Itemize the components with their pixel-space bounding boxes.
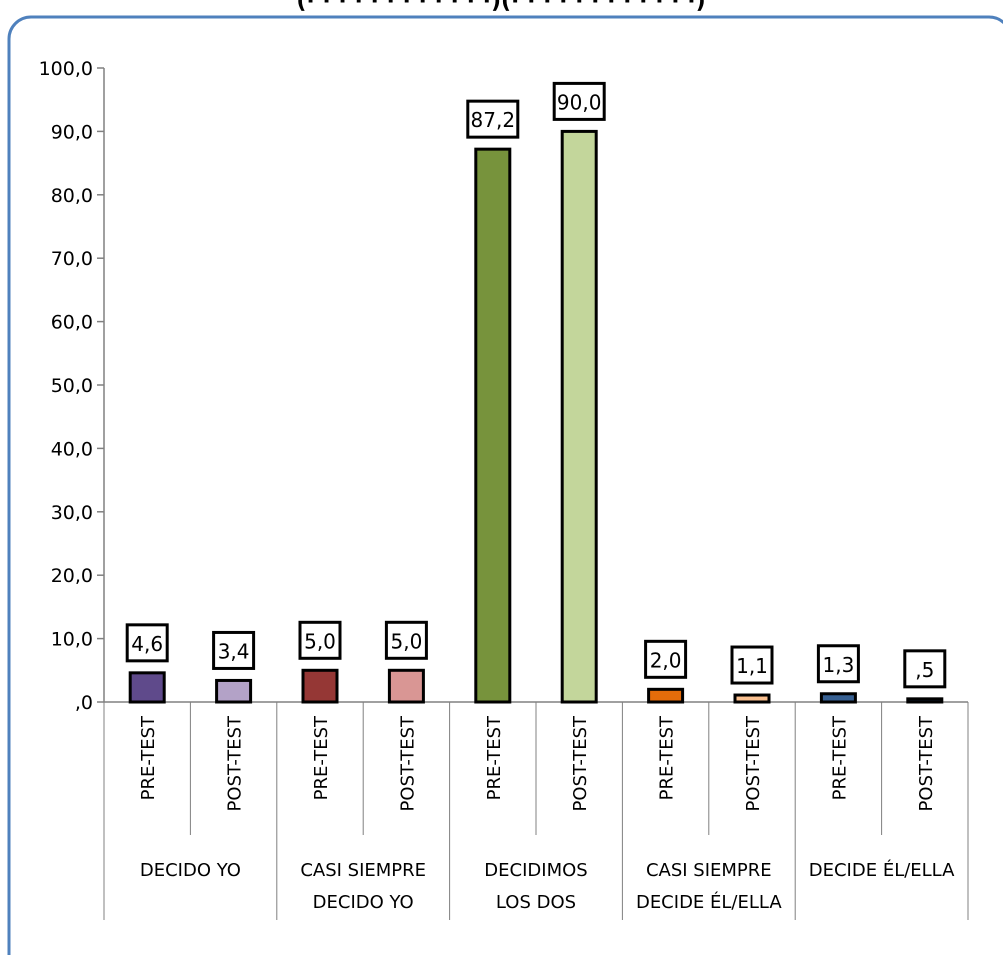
x-subcategory-label: PRE-TEST <box>138 715 159 800</box>
x-subcategory-label: PRE-TEST <box>657 715 678 800</box>
data-label-box <box>730 645 774 685</box>
y-tick-label: 10,0 <box>51 629 93 651</box>
x-group-label: DECIDE ÉL/ELLA <box>636 891 782 913</box>
x-subcategory-label: PRE-TEST <box>829 715 850 800</box>
x-group-label: DECIDIMOS <box>484 860 587 881</box>
x-subcategory-label: POST-TEST <box>743 715 764 811</box>
data-label-box <box>298 620 342 660</box>
x-subcategory-label: PRE-TEST <box>484 715 505 800</box>
x-group-label: CASI SIEMPRE <box>646 860 772 881</box>
data-label-box <box>816 644 860 684</box>
data-label-box <box>466 99 520 139</box>
bar-1 <box>215 678 253 704</box>
bar-0 <box>128 671 166 704</box>
data-label-box <box>903 649 947 689</box>
y-tick-label: 20,0 <box>51 565 93 587</box>
x-subcategory-label: POST-TEST <box>397 715 418 811</box>
data-labels: 4,6 3,4 5,0 5,0 87,2 90,0 2,0 1,1 1,3 ,5 <box>125 81 947 689</box>
bar-8 <box>819 692 857 704</box>
x-group-label: DECIDO YO <box>313 892 414 913</box>
y-tick-label: 40,0 <box>51 438 93 460</box>
x-subcategory-label: PRE-TEST <box>311 715 332 800</box>
bar-5 <box>560 129 598 704</box>
data-label: ,5 <box>915 658 934 682</box>
bar-3 <box>387 668 425 704</box>
data-label-box <box>644 639 688 679</box>
data-label: 4,6 <box>131 632 163 656</box>
bar-4 <box>474 147 512 704</box>
data-label: 1,3 <box>822 653 854 677</box>
y-tick-label: ,0 <box>75 692 93 714</box>
data-label: 3,4 <box>218 639 250 663</box>
y-tick-label: 80,0 <box>51 185 93 207</box>
axes: ,0 10,0 20,0 30,0 40,0 50,0 60,0 70,0 80,0 90,0 10… <box>39 58 968 714</box>
x-axis-labels: PRE-TEST POST-TEST PRE-TEST POST-TEST PRE-TE… <box>103 702 969 920</box>
chart-title: (· · · · · · · · · · · ·)(· · · · · · · … <box>296 0 705 14</box>
y-tick-label: 100,0 <box>39 58 93 80</box>
data-label: 5,0 <box>304 629 336 653</box>
x-group-label: CASI SIEMPRE <box>300 860 426 881</box>
x-subcategory-label: POST-TEST <box>916 715 937 811</box>
y-tick-label: 60,0 <box>51 312 93 334</box>
data-label-box <box>384 620 428 660</box>
y-tick-label: 70,0 <box>51 248 93 270</box>
bar-2 <box>301 668 339 704</box>
data-label-box <box>212 630 256 670</box>
y-tick-label: 50,0 <box>51 375 93 397</box>
x-group-label: DECIDE ÉL/ELLA <box>809 859 955 881</box>
y-tick-label: 90,0 <box>51 121 93 143</box>
y-tick-label: 30,0 <box>51 502 93 524</box>
bar-7 <box>733 693 771 704</box>
data-label-box <box>125 623 169 663</box>
data-label: 5,0 <box>390 629 422 653</box>
bars <box>128 129 944 704</box>
data-label: 1,1 <box>736 654 768 678</box>
data-label-box <box>552 81 606 121</box>
data-label: 90,0 <box>557 90 602 114</box>
bar-9 <box>906 697 944 704</box>
data-label: 2,0 <box>650 648 682 672</box>
x-group-label: LOS DOS <box>496 892 576 913</box>
data-label: 87,2 <box>471 108 516 132</box>
x-subcategory-label: POST-TEST <box>225 715 246 811</box>
bar-6 <box>647 687 685 704</box>
x-subcategory-label: POST-TEST <box>570 715 591 811</box>
x-group-label: DECIDO YO <box>140 860 241 881</box>
